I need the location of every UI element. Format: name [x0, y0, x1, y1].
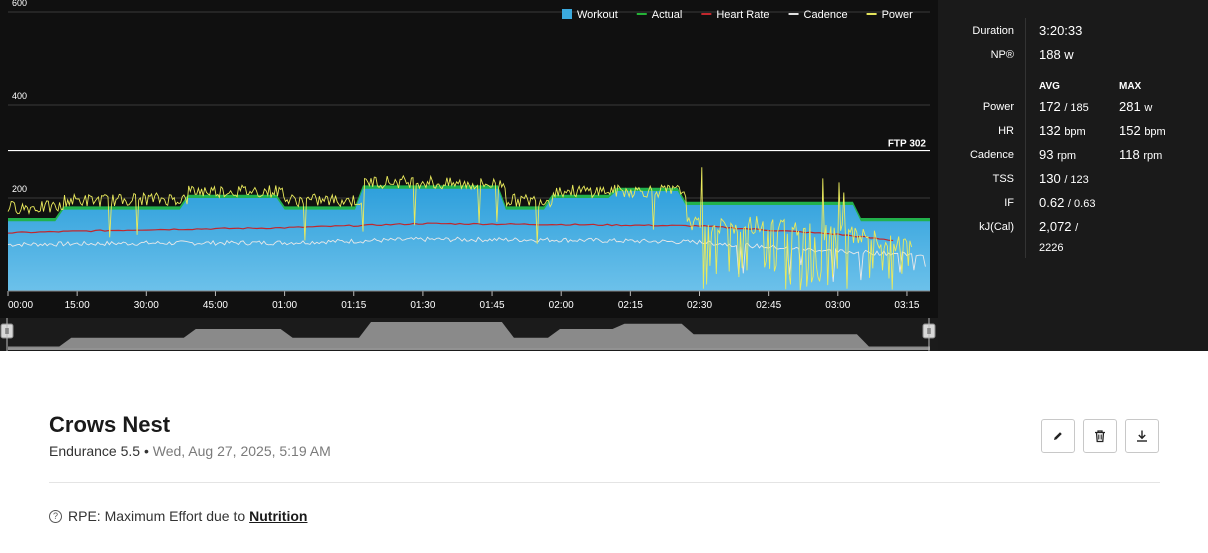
download-icon: [1137, 430, 1147, 442]
ftp-label: FTP 302: [888, 139, 927, 150]
stat-avg-value: 172: [1039, 99, 1065, 114]
np-label: NP®: [990, 49, 1014, 61]
workout-type: Endurance 5.5: [49, 443, 141, 459]
legend-label: Workout: [577, 9, 618, 21]
avg-header: AVG: [1039, 81, 1060, 92]
trash-icon: [1095, 430, 1105, 443]
stat-avg-unit: / 123: [1064, 174, 1089, 186]
rpe-link[interactable]: Nutrition: [249, 508, 308, 524]
legend-swatch: [562, 9, 572, 19]
stats-divider: [1025, 18, 1026, 258]
stat-max: 281 w: [1119, 99, 1152, 114]
stat-label: TSS: [992, 173, 1014, 185]
x-tick-label: 03:15: [894, 300, 919, 311]
x-tick-label: 01:30: [410, 300, 435, 311]
workout-analysis-panel: 600 400 200 FTP 302 00:00 15:00 30:00 45:00 01:0…: [0, 0, 1208, 351]
y-tick-label: 400: [12, 91, 27, 101]
legend-label: Actual: [652, 9, 683, 21]
duration-label: Duration: [972, 25, 1014, 37]
stat-avg-value: 132: [1039, 123, 1065, 138]
stat-avg-unit: rpm: [1057, 150, 1077, 162]
workout-chart[interactable]: 600 400 200 FTP 302 00:00 15:00 30:00 45:00 01:0…: [0, 0, 938, 351]
stat-avg: 172 / 185: [1039, 99, 1089, 114]
stat-avg-value: 93: [1039, 147, 1058, 162]
cadence-line: [7, 236, 926, 282]
x-tick-label: 30:00: [134, 300, 159, 311]
power-line: [7, 167, 913, 291]
stat-avg-value: 2,072: [1039, 219, 1076, 234]
workout-details: Crows Nest Endurance 5.5 • Wed, Aug 27, …: [0, 351, 1208, 553]
stat-max-unit: w: [1144, 102, 1153, 114]
legend-label: Power: [882, 9, 914, 21]
subtitle-separator: •: [143, 443, 149, 459]
stat-avg: 132 bpm: [1039, 123, 1086, 138]
stat-label: Cadence: [969, 149, 1014, 161]
x-tick-label: 45:00: [203, 300, 228, 311]
stat-max: 118 rpm: [1119, 147, 1162, 162]
stat-label: IF: [1004, 197, 1014, 209]
x-tick-label: 02:15: [618, 300, 643, 311]
stat-avg-value: 130: [1039, 171, 1065, 186]
stat-avg: 130 / 123: [1039, 171, 1089, 186]
pencil-icon: [1054, 432, 1062, 440]
stat-max-unit: bpm: [1144, 126, 1166, 138]
legend-label: Heart Rate: [716, 9, 769, 21]
x-tick-label: 03:00: [825, 300, 850, 311]
stat-avg-unit: /: [1075, 222, 1079, 234]
y-tick-label: 200: [12, 184, 27, 194]
delete-button[interactable]: [1083, 419, 1117, 453]
x-tick-label: 00:00: [8, 300, 33, 311]
stat-label: HR: [998, 125, 1014, 137]
np-value: 188 w: [1039, 47, 1074, 62]
x-tick-label: 01:45: [480, 300, 505, 311]
stat-label: Power: [982, 101, 1014, 113]
stats-panel: Duration 3:20:33 NP® 188 w AVG MAX Power…: [938, 0, 1208, 351]
x-tick-label: 01:00: [272, 300, 297, 311]
chart-canvas[interactable]: 600 400 200 FTP 302 00:00 15:00 30:00 45:00 01:0…: [0, 0, 938, 351]
x-tick-label: 02:45: [756, 300, 781, 311]
stat-avg-value: 0.62: [1039, 195, 1068, 210]
duration-value: 3:20:33: [1039, 23, 1083, 38]
stat-avg-unit: / 185: [1064, 102, 1089, 114]
max-header: MAX: [1119, 81, 1142, 92]
stat-label: kJ(Cal): [979, 221, 1014, 233]
stat-avg: 0.62 / 0.63: [1039, 195, 1095, 210]
workout-title: Crows Nest: [49, 412, 171, 437]
x-tick-label: 15:00: [65, 300, 90, 311]
edit-button[interactable]: [1041, 419, 1075, 453]
rpe-note: ? RPE: Maximum Effort due to Nutrition: [49, 508, 307, 524]
stat-avg-unit: bpm: [1064, 126, 1086, 138]
stat-max-value: 118: [1119, 147, 1144, 162]
stat-avg-unit: / 0.63: [1067, 198, 1096, 210]
x-tick-label: 02:30: [687, 300, 712, 311]
stat-max-unit: rpm: [1143, 150, 1163, 162]
rpe-text: RPE: Maximum Effort due to: [68, 508, 246, 524]
stat-max-value: 281: [1119, 99, 1145, 114]
help-icon[interactable]: ?: [49, 509, 62, 523]
section-divider: [49, 482, 1160, 483]
legend-label: Cadence: [804, 9, 848, 21]
navigator-profile: [8, 322, 938, 350]
workout-area: [8, 188, 930, 291]
workout-subtitle: Endurance 5.5 • Wed, Aug 27, 2025, 5:19 …: [49, 443, 331, 459]
x-tick-label: 02:00: [549, 300, 574, 311]
stat-avg: 2,072 /: [1039, 219, 1078, 234]
y-tick-label: 600: [12, 0, 27, 8]
stat-max: 152 bpm: [1119, 123, 1166, 138]
download-button[interactable]: [1125, 419, 1159, 453]
stat-max-value: 152: [1119, 123, 1145, 138]
kj-cal-value: 2226: [1039, 242, 1064, 254]
workout-date: Wed, Aug 27, 2025, 5:19 AM: [152, 443, 331, 459]
x-tick-label: 01:15: [341, 300, 366, 311]
stat-avg: 93 rpm: [1039, 147, 1076, 162]
